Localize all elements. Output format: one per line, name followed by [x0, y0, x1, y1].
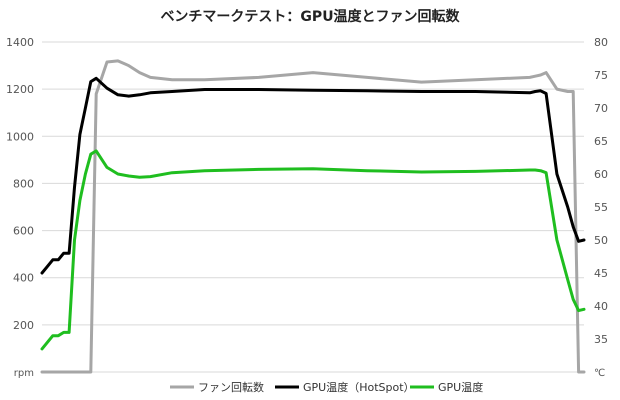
- right-tick-label: 65: [594, 135, 608, 148]
- right-tick-label: 70: [594, 102, 608, 115]
- series-line-1: [40, 76, 586, 275]
- legend-label: GPU温度（HotSpot）: [303, 380, 415, 394]
- right-tick-label: 80: [594, 36, 608, 49]
- left-tick-label: 1200: [6, 83, 34, 96]
- right-tick-label: 35: [594, 333, 608, 346]
- series-line-2: [40, 149, 586, 351]
- left-tick-label: 400: [13, 272, 34, 285]
- left-tick-label: 800: [13, 177, 34, 190]
- right-tick-label: 45: [594, 267, 608, 280]
- right-tick-label: 75: [594, 69, 608, 82]
- right-tick-label: 40: [594, 300, 608, 313]
- legend-label: ファン回転数: [198, 381, 264, 394]
- left-axis-unit: rpm: [14, 368, 34, 379]
- left-tick-label: 1000: [6, 130, 34, 143]
- right-tick-label: 55: [594, 201, 608, 214]
- right-tick-label: 50: [594, 234, 608, 247]
- left-tick-label: 600: [13, 225, 34, 238]
- right-tick-label: 60: [594, 168, 608, 181]
- left-tick-label: 200: [13, 319, 34, 332]
- legend-label: GPU温度: [438, 380, 483, 394]
- chart-title: ベンチマークテスト：GPU温度とファン回転数: [160, 9, 460, 25]
- right-axis-unit: ℃: [594, 368, 605, 379]
- left-tick-label: 1400: [6, 36, 34, 49]
- series-line-0: [40, 59, 586, 374]
